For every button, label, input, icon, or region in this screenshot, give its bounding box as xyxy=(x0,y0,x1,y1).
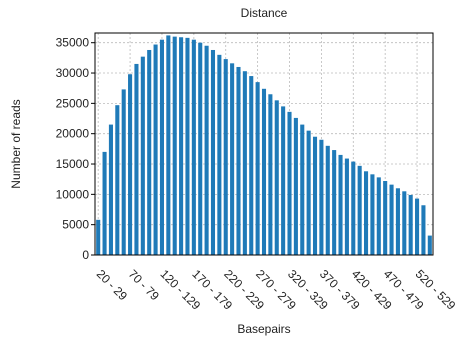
bar xyxy=(210,49,216,255)
y-tick-label: 0 xyxy=(82,248,89,262)
bar xyxy=(217,54,222,256)
y-tick-label: 10000 xyxy=(56,187,90,201)
bar xyxy=(223,59,228,255)
bar xyxy=(351,161,356,255)
bar xyxy=(389,184,394,255)
bar xyxy=(415,198,420,255)
bar xyxy=(421,205,426,255)
bar xyxy=(293,117,298,255)
bar xyxy=(121,89,126,255)
bar xyxy=(115,105,120,255)
y-axis-label: Number of reads xyxy=(9,99,23,188)
y-tick-label: 30000 xyxy=(56,66,90,80)
bar xyxy=(185,37,190,255)
bar xyxy=(147,49,152,255)
bar xyxy=(427,235,432,255)
bar xyxy=(166,35,171,255)
bar xyxy=(383,181,388,255)
bar xyxy=(408,194,413,255)
bar xyxy=(312,136,318,255)
bar xyxy=(338,154,343,255)
y-tick-label: 15000 xyxy=(56,157,90,171)
x-tick-label: 70 - 79 xyxy=(126,267,163,304)
bar xyxy=(300,124,305,255)
y-tick-label: 20000 xyxy=(56,127,90,141)
bar xyxy=(281,106,286,256)
bar xyxy=(268,94,273,255)
bar xyxy=(102,151,107,255)
y-tick-label: 35000 xyxy=(56,36,90,50)
bar xyxy=(319,139,324,255)
bar xyxy=(236,66,241,255)
bar xyxy=(108,124,113,255)
plot-frame xyxy=(94,32,434,256)
bar xyxy=(159,39,165,255)
bar xyxy=(332,150,337,255)
bar xyxy=(402,191,407,255)
bar xyxy=(230,63,235,256)
bar xyxy=(128,74,133,255)
bar xyxy=(134,63,139,256)
bar xyxy=(287,111,292,255)
bar xyxy=(204,45,209,256)
bar xyxy=(198,42,203,255)
bar xyxy=(179,37,184,255)
y-tick-label: 5000 xyxy=(62,218,89,232)
bar xyxy=(344,158,349,255)
bar xyxy=(96,219,101,255)
x-tick-label: 20 - 29 xyxy=(94,267,131,304)
bar xyxy=(306,130,311,255)
bar xyxy=(376,177,381,255)
bar xyxy=(274,100,279,255)
bar xyxy=(261,88,267,255)
y-tick-label: 25000 xyxy=(56,96,90,110)
bar xyxy=(325,145,330,255)
chart-title: Distance xyxy=(241,6,288,20)
x-axis-label: Basepairs xyxy=(237,322,290,336)
bar xyxy=(255,82,260,255)
bar xyxy=(357,165,362,255)
bar xyxy=(172,36,177,255)
bar xyxy=(140,56,145,256)
bar xyxy=(249,76,254,255)
bar xyxy=(395,188,400,255)
bar xyxy=(242,71,247,256)
bar xyxy=(363,171,369,255)
bar xyxy=(191,39,196,255)
bar xyxy=(370,174,375,255)
bar xyxy=(153,44,158,255)
